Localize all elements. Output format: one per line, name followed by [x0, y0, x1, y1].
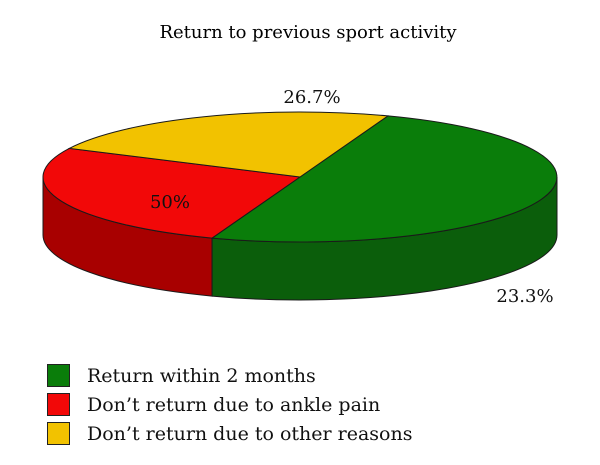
legend-item-return-within-2-months: Return within 2 months: [47, 361, 413, 390]
data-label-1: 26.7%: [283, 87, 340, 108]
legend-item-ankle-pain: Don’t return due to ankle pain: [47, 390, 413, 419]
pie-group: 50% 26.7% 23.3%: [42, 87, 558, 307]
legend-swatch: [47, 364, 70, 387]
slice-top-1: [42, 147, 302, 239]
legend-item-other-reasons: Don’t return due to other reasons: [47, 419, 413, 448]
legend-swatch: [47, 422, 70, 445]
legend-label: Don’t return due to other reasons: [87, 422, 413, 445]
data-label-2: 23.3%: [496, 286, 553, 307]
legend: Return within 2 months Don’t return due …: [47, 361, 413, 448]
slice-top-2: [67, 111, 390, 178]
chart-title: Return to previous sport activity: [159, 22, 457, 43]
data-label-0: 50%: [150, 192, 190, 213]
slice-top-0: [210, 115, 558, 243]
legend-label: Return within 2 months: [87, 364, 316, 387]
legend-swatch: [47, 393, 70, 416]
legend-label: Don’t return due to ankle pain: [87, 393, 381, 416]
